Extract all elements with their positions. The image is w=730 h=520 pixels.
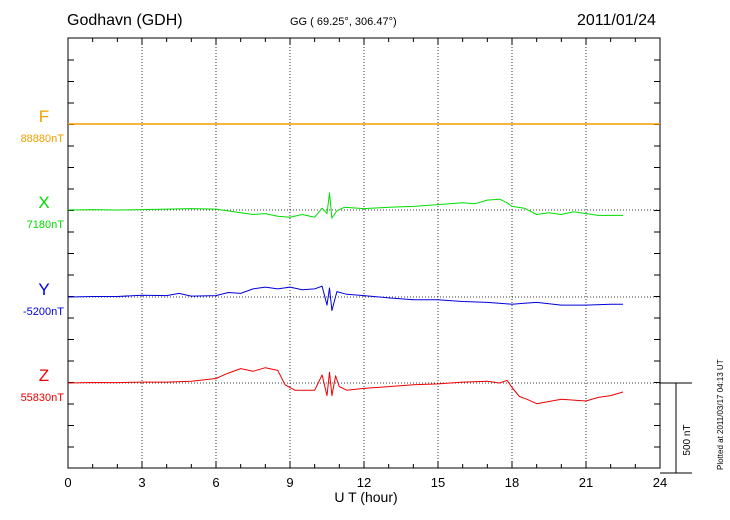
x-axis-label: U T (hour) bbox=[334, 489, 397, 505]
series-label-z: Z bbox=[39, 366, 49, 385]
series-baseline-x: 7180nT bbox=[27, 219, 65, 231]
series-label-y: Y bbox=[38, 280, 49, 299]
series-line-z bbox=[67, 367, 624, 405]
series-label-f: F bbox=[39, 107, 49, 126]
series-baseline-y: -5200nT bbox=[23, 306, 64, 318]
series-line-y bbox=[67, 285, 623, 311]
chart-date: 2011/01/24 bbox=[577, 12, 656, 29]
plot-frame bbox=[67, 37, 661, 469]
x-tick-label: 6 bbox=[212, 475, 219, 490]
plotted-at-note: Plotted at 2011/03/17 04:13 UT bbox=[716, 359, 725, 470]
series-baseline-z: 55830nT bbox=[21, 392, 65, 404]
series-line-x bbox=[67, 192, 623, 219]
scale-bar-label: 500 nT bbox=[682, 424, 693, 455]
x-tick-label: 12 bbox=[357, 475, 371, 490]
x-tick-label: 24 bbox=[653, 475, 667, 490]
x-tick-label: 3 bbox=[138, 475, 145, 490]
x-tick-label: 21 bbox=[579, 475, 593, 490]
station-coordinates: GG ( 69.25°, 306.47°) bbox=[290, 16, 397, 28]
series-baseline-f: 88880nT bbox=[21, 133, 65, 145]
x-tick-label: 15 bbox=[431, 475, 445, 490]
x-tick-label: 0 bbox=[64, 475, 71, 490]
series-label-x: X bbox=[38, 193, 49, 212]
x-tick-label: 18 bbox=[505, 475, 519, 490]
station-title: Godhavn (GDH) bbox=[67, 12, 183, 29]
x-tick-label: 9 bbox=[286, 475, 293, 490]
